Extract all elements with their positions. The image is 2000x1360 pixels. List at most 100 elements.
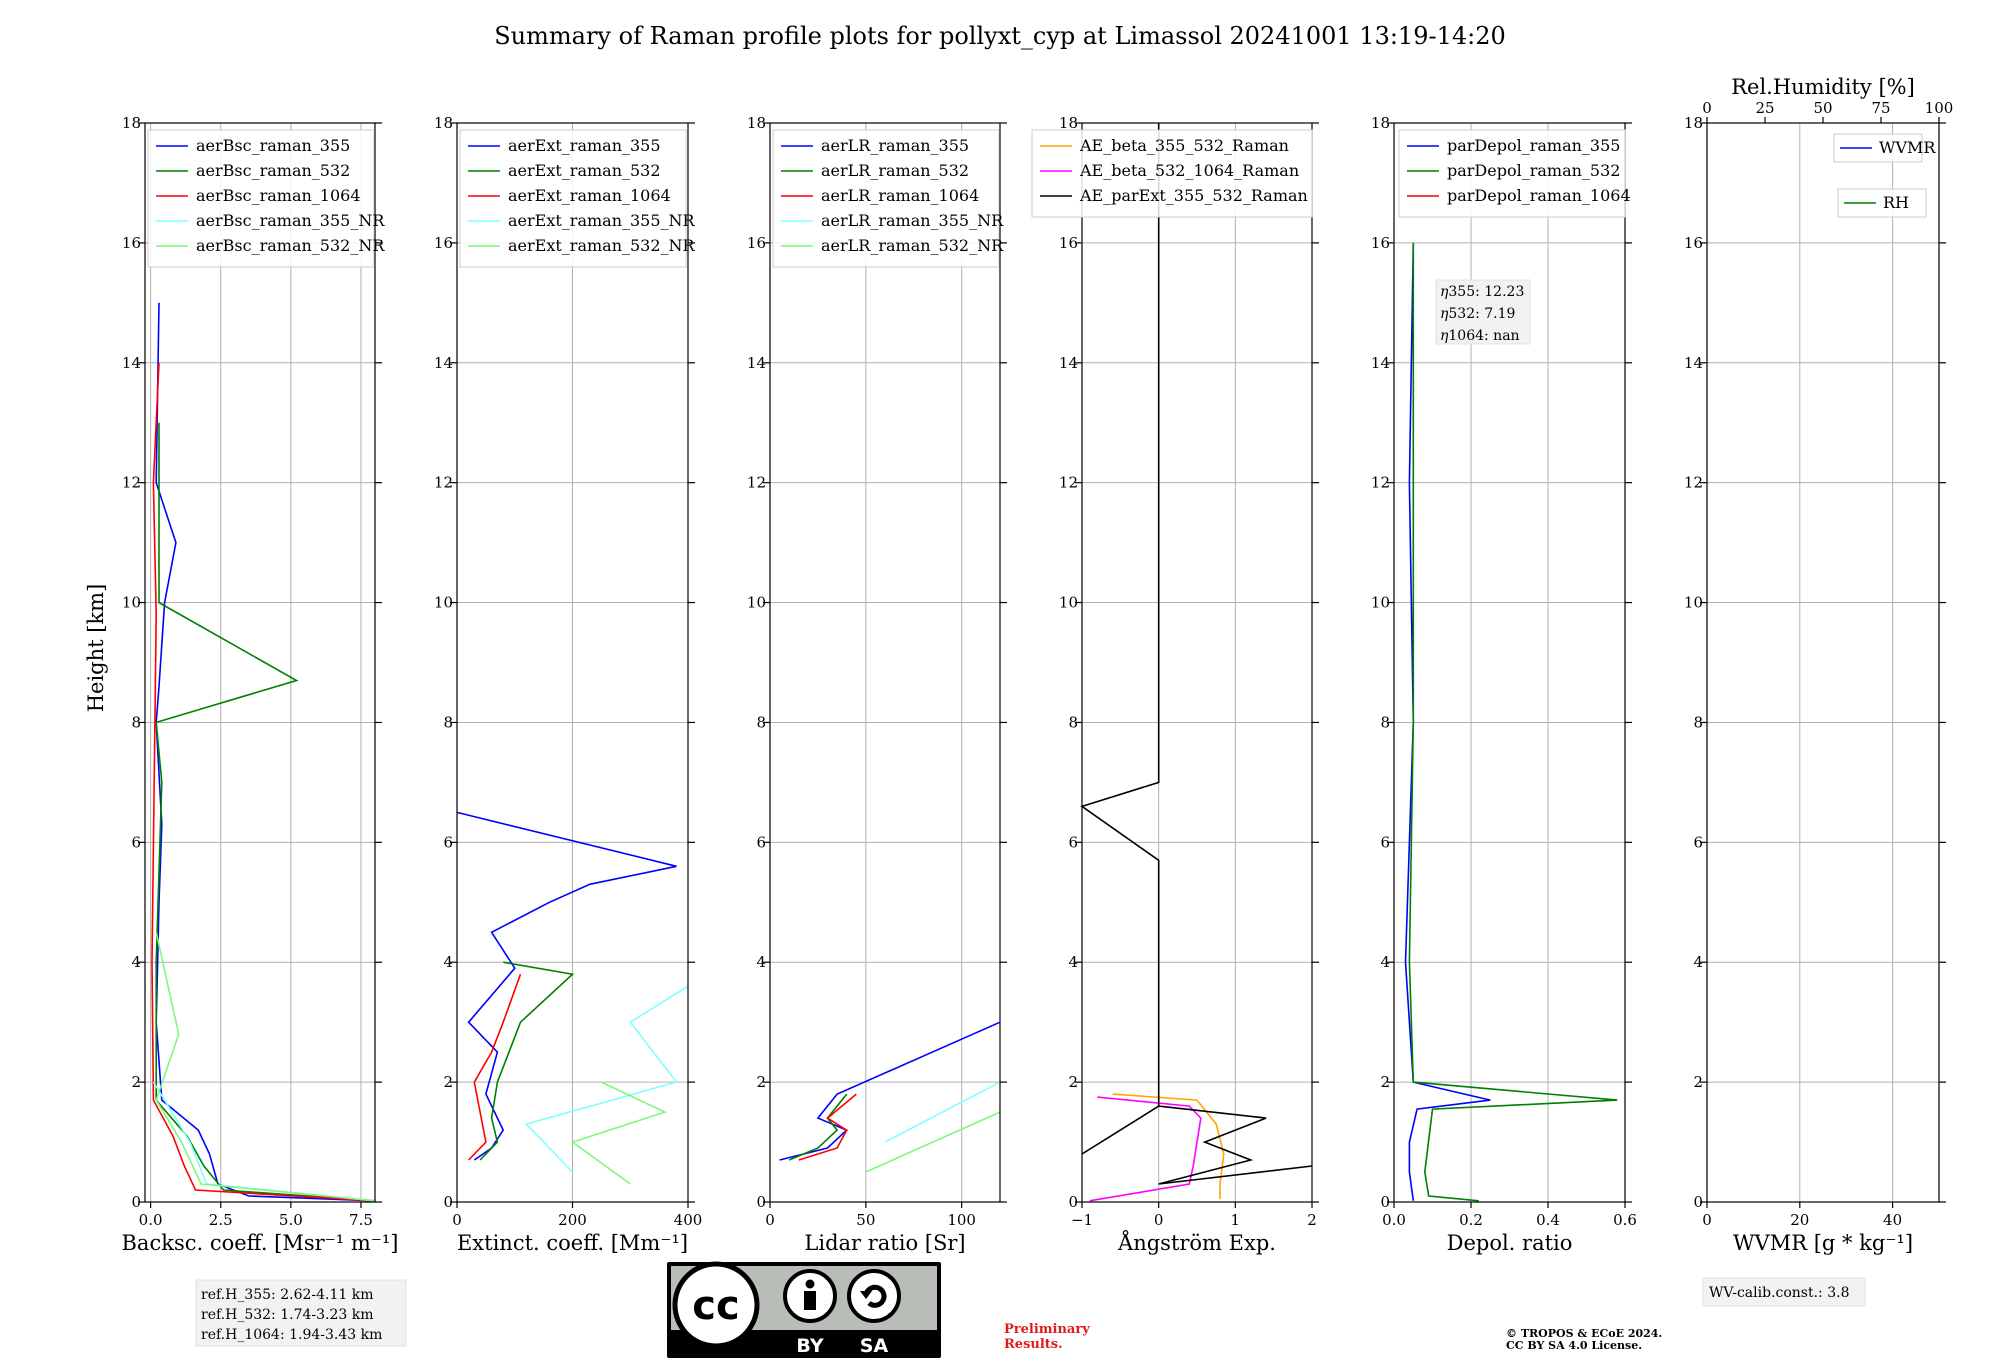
x-tick-label: 200 xyxy=(558,1211,587,1229)
backscatter-xlabel: Backsc. coeff. [Msr⁻¹ m⁻¹] xyxy=(122,1231,399,1255)
x-tick-label: 0.6 xyxy=(1613,1211,1637,1229)
series-aerlr-raman-1064 xyxy=(798,1093,857,1161)
extinction-legend: aerExt_raman_355 aerExt_raman_532 aerExt_r… xyxy=(459,129,696,268)
legend-label: AE_beta_355_532_Raman xyxy=(1079,136,1289,155)
lidar-ratio-panel: 0 2 4 6 8 10 12 14 16 18 0 50 100 Lidar ratio [Sr] aer… xyxy=(747,114,1007,1255)
legend-label: AE_beta_532_1064_Raman xyxy=(1079,161,1299,180)
x-tick-label: 0.0 xyxy=(1382,1211,1406,1229)
y-tick-label: 4 xyxy=(756,953,766,971)
axes-frame xyxy=(1706,122,1940,1203)
extinction-xlabel: Extinct. coeff. [Mm⁻¹] xyxy=(457,1231,688,1255)
series-aerext-raman-532-nr xyxy=(570,1081,668,1185)
cc-by-text: BY xyxy=(796,1335,823,1357)
lidar-ratio-xlabel: Lidar ratio [Sr] xyxy=(804,1231,965,1255)
x-tick-label: −1 xyxy=(1071,1211,1093,1229)
y-tick-label: 16 xyxy=(1371,234,1390,252)
angstrom-legend: AE_beta_355_532_Raman AE_beta_532_1064_Ra… xyxy=(1031,129,1313,218)
y-tick-label: 4 xyxy=(1693,953,1703,971)
y-tick-label: 8 xyxy=(1693,713,1703,731)
y-tick-label: 16 xyxy=(122,234,141,252)
y-tick-label: 6 xyxy=(443,833,453,851)
series-ae-parext-355-532-raman xyxy=(1080,123,1313,1185)
series-aerlr-raman-532 xyxy=(788,1093,848,1161)
top-tick-label: 25 xyxy=(1755,99,1774,117)
y-axis-label: Height [km] xyxy=(84,584,108,713)
reference-heights: ref.H_355: 2.62-4.11 km ref.H_532: 1.74-… xyxy=(195,1279,407,1347)
y-tick-label: 12 xyxy=(1684,474,1703,492)
refh-355: ref.H_355: 2.62-4.11 km xyxy=(201,1287,374,1303)
series-ae-beta-355-532-raman xyxy=(1112,1093,1225,1199)
legend-label: parDepol_raman_532 xyxy=(1447,161,1620,180)
series-aerlr-raman-532-nr xyxy=(865,1111,1001,1173)
legend-label: aerExt_raman_355 xyxy=(508,136,661,155)
y-tick-label: 0 xyxy=(131,1193,141,1211)
x-tick-label: 0 xyxy=(765,1211,775,1229)
legend-label: parDepol_raman_1064 xyxy=(1447,186,1631,205)
depol-legend: parDepol_raman_355 parDepol_raman_532 parD… xyxy=(1398,129,1631,218)
y-tick-label: 8 xyxy=(443,713,453,731)
series-aerbsc-raman-355-nr xyxy=(152,1081,376,1202)
y-tick-label: 12 xyxy=(747,474,766,492)
y-tick-label: 2 xyxy=(1068,1073,1078,1091)
y-tick-label: 0 xyxy=(1380,1193,1390,1211)
y-tick-label: 18 xyxy=(747,114,766,132)
legend-rh: RH xyxy=(1837,188,1927,218)
y-tick-label: 12 xyxy=(1059,474,1078,492)
legend-label: aerBsc_raman_1064 xyxy=(196,186,361,205)
y-tick-label: 14 xyxy=(1059,354,1078,372)
y-tick-label: 2 xyxy=(1693,1073,1703,1091)
legend-label: aerBsc_raman_532 xyxy=(196,161,350,180)
legend-label: aerLR_raman_532_NR xyxy=(821,236,1004,255)
series-aerbsc-raman-532-nr xyxy=(155,932,376,1202)
x-tick-label: 20 xyxy=(1790,1211,1809,1229)
x-tick-label: 0.2 xyxy=(1459,1211,1483,1229)
legend-label: aerLR_raman_355_NR xyxy=(821,211,1004,230)
y-tick-label: 10 xyxy=(434,594,453,612)
extinction-panel: 0 2 4 6 8 10 12 14 16 18 0 200 400 Extinct. coeff. [M… xyxy=(434,114,702,1255)
series-aerbsc-raman-532 xyxy=(155,422,376,1202)
wv-calib-text: WV-calib.const.: 3.8 xyxy=(1709,1285,1849,1301)
svg-text:η355: 12.23: η355: 12.23 xyxy=(1440,284,1524,300)
series-aerext-raman-1064 xyxy=(468,973,522,1161)
series-pardepol-raman-355 xyxy=(1404,242,1491,1201)
y-tick-label: 10 xyxy=(747,594,766,612)
cc-logo-text: cc xyxy=(692,1283,739,1329)
legend-label: aerLR_raman_355 xyxy=(821,136,969,155)
y-tick-label: 6 xyxy=(1068,833,1078,851)
y-tick-label: 4 xyxy=(1380,953,1390,971)
svg-text:η532: 7.19: η532: 7.19 xyxy=(1440,306,1515,322)
x-tick-label: 1 xyxy=(1231,1211,1241,1229)
series-aerext-raman-355 xyxy=(456,811,677,1161)
y-tick-label: 2 xyxy=(1380,1073,1390,1091)
x-tick-label: 0.4 xyxy=(1536,1211,1560,1229)
axes-frame xyxy=(1081,122,1313,1203)
y-tick-label: 14 xyxy=(122,354,141,372)
cc-logo-icon xyxy=(672,1261,760,1349)
series-pardepol-raman-532 xyxy=(1408,242,1618,1202)
y-tick-label: 8 xyxy=(131,713,141,731)
eta-annotation: η355: 12.23 η532: 7.19 η1064: nan xyxy=(1435,279,1531,345)
legend-label: RH xyxy=(1883,193,1909,212)
y-tick-label: 14 xyxy=(1371,354,1390,372)
series-aerbsc-raman-355 xyxy=(155,302,376,1202)
y-tick-label: 0 xyxy=(1693,1193,1703,1211)
y-tick-label: 12 xyxy=(1371,474,1390,492)
top-tick-label: 100 xyxy=(1925,99,1954,117)
y-tick-label: 4 xyxy=(131,953,141,971)
depol-panel: 0 2 4 6 8 10 12 14 16 18 0.0 0.2 0.4 0.6 Depol. ratio p… xyxy=(1371,114,1637,1255)
y-tick-label: 2 xyxy=(131,1073,141,1091)
x-tick-label: 0 xyxy=(1702,1211,1712,1229)
y-tick-label: 18 xyxy=(1684,114,1703,132)
wvmr-xlabel: WVMR [g * kg⁻¹] xyxy=(1733,1231,1913,1255)
y-tick-label: 14 xyxy=(434,354,453,372)
rh-top-label: Rel.Humidity [%] xyxy=(1731,75,1915,99)
share-alike-icon xyxy=(847,1269,901,1323)
y-tick-label: 18 xyxy=(122,114,141,132)
axes-frame xyxy=(144,122,376,1203)
axes-frame xyxy=(769,122,1001,1203)
y-tick-label: 4 xyxy=(1068,953,1078,971)
y-tick-label: 6 xyxy=(1693,833,1703,851)
x-tick-label: 0 xyxy=(452,1211,462,1229)
